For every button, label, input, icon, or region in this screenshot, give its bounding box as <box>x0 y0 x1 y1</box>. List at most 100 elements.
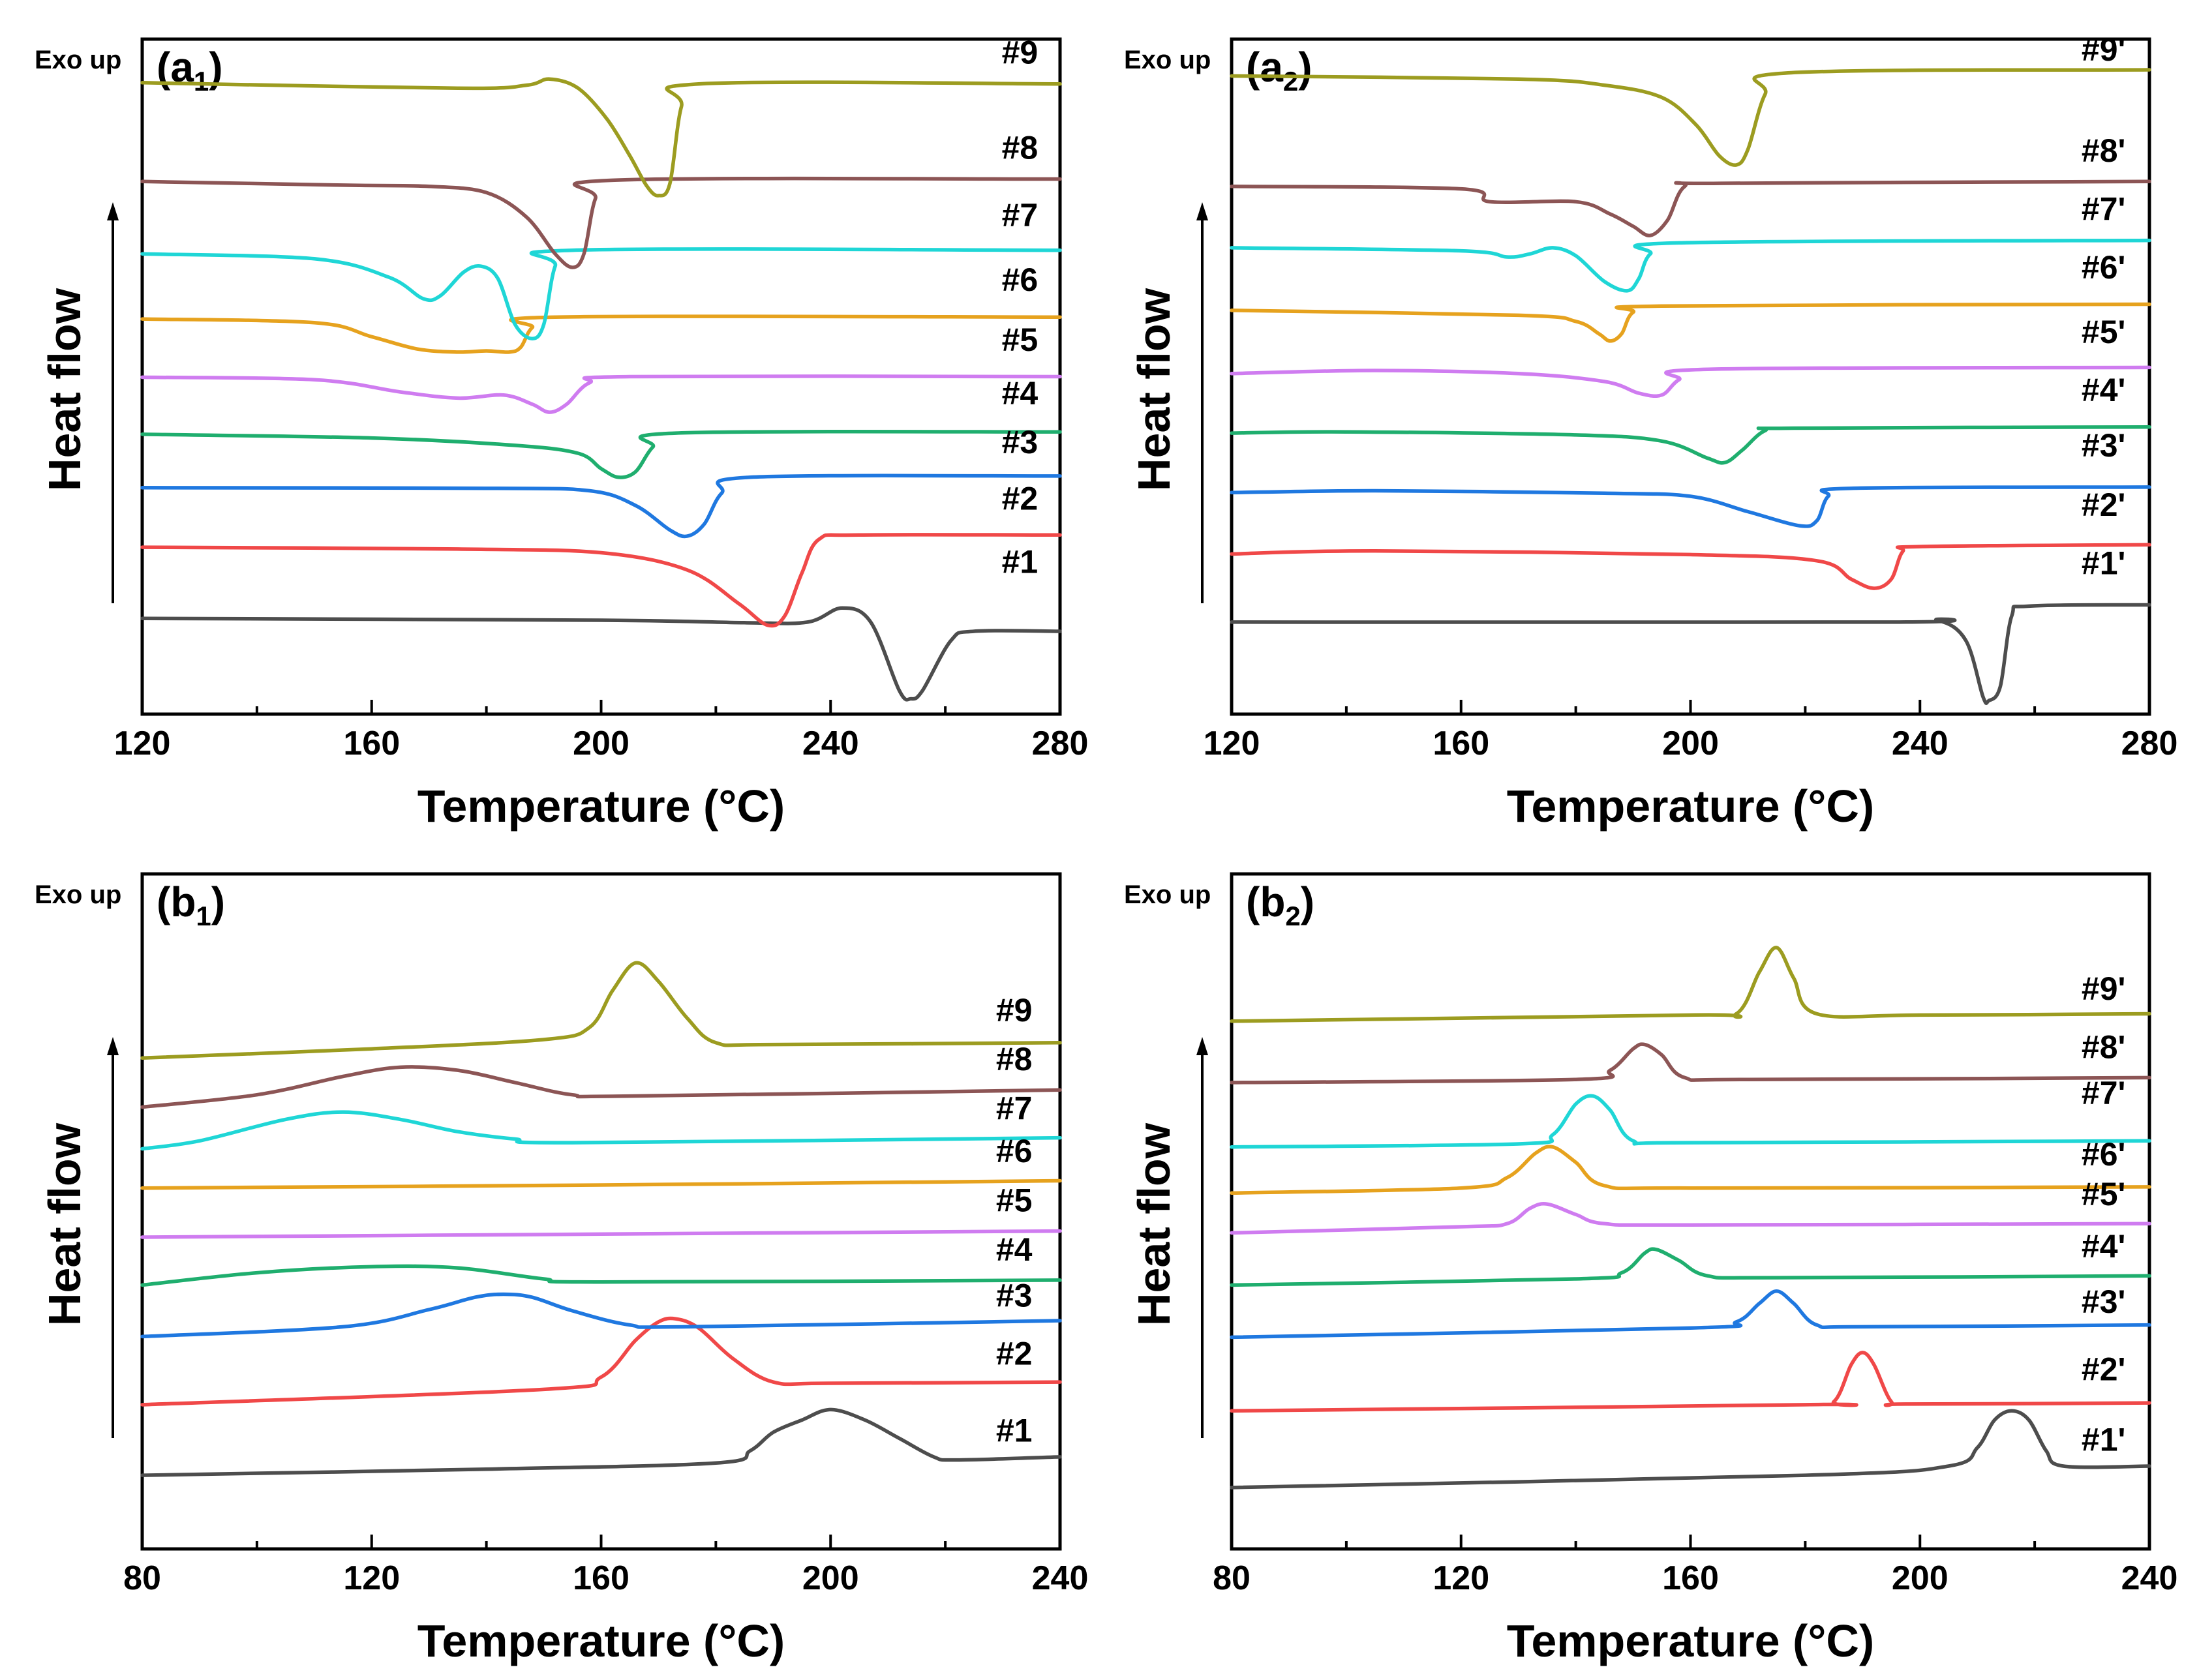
x-tick-label: 160 <box>1433 725 1489 762</box>
series-label: #1' <box>2082 1421 2126 1458</box>
series-label: #8' <box>2082 1028 2126 1065</box>
series-curve-n7p <box>1230 238 2151 293</box>
series-curve-n8 <box>140 1065 1062 1109</box>
x-tick-label: 240 <box>2121 1559 2178 1597</box>
heat-flow-arrow-icon <box>107 1037 119 1055</box>
x-tick-label: 200 <box>1662 725 1719 762</box>
x-tick-label: 240 <box>802 725 859 762</box>
series-label: #2 <box>1002 481 1039 517</box>
panel-3: 80 120 160 200 240 Temperature (°C) Heat flow E… <box>35 872 1089 1666</box>
series-curve-n7 <box>140 247 1062 340</box>
series-curve-n5 <box>140 1229 1062 1239</box>
series-label: #5 <box>996 1182 1033 1219</box>
x-tick-label: 80 <box>1213 1559 1251 1597</box>
plot-frame <box>140 872 1062 1551</box>
series-label: #6' <box>2082 1136 2126 1173</box>
series-curve-n3 <box>140 1292 1062 1339</box>
exo-up-label: Exo up <box>35 880 121 909</box>
series-label: #4 <box>1002 375 1039 412</box>
y-axis-title: Heat flow <box>39 288 90 491</box>
series-label: #3' <box>2082 1283 2126 1320</box>
series-label: #5' <box>2082 314 2126 350</box>
series-label: #6' <box>2082 249 2126 286</box>
x-tick-label: 80 <box>123 1559 161 1597</box>
x-tick-label: 120 <box>1204 725 1260 762</box>
series-curve-n5p <box>1230 1202 2151 1235</box>
series-label: #1' <box>2082 545 2126 581</box>
series-curve-n4p <box>1230 425 2151 465</box>
x-tick-label: 160 <box>1662 1559 1719 1597</box>
x-tick-label: 280 <box>2121 725 2178 762</box>
series-label: #8 <box>1002 129 1039 166</box>
series-curve-n3 <box>140 473 1062 539</box>
series-label: #3 <box>1002 424 1039 460</box>
panel-1: 120 160 200 240 280 Temperature (°C) Heat flow… <box>35 35 1088 832</box>
series-label: #7' <box>2082 1075 2126 1111</box>
exo-up-label: Exo up <box>1124 880 1211 909</box>
series-curve-n6p <box>1230 1145 2151 1195</box>
series-curve-n2p <box>1230 1351 2151 1413</box>
series-label: #1 <box>996 1412 1033 1448</box>
x-tick-label: 120 <box>1433 1559 1489 1597</box>
series-label: #4 <box>996 1231 1033 1268</box>
x-tick-label: 240 <box>1032 1559 1089 1597</box>
series-curve-n7p <box>1230 1094 2151 1149</box>
series-curve-n8p <box>1230 1042 2151 1085</box>
series-curve-n1p <box>1230 1409 2151 1490</box>
series-label: #1 <box>1002 544 1039 580</box>
series-label: #7 <box>996 1090 1033 1126</box>
series-curve-n1p <box>1230 603 2151 705</box>
x-tick-label: 160 <box>573 1559 629 1597</box>
x-tick-label: 200 <box>802 1559 859 1597</box>
x-tick-label: 120 <box>114 725 171 762</box>
panel-label: (b1) <box>157 878 225 931</box>
y-axis-title: Heat flow <box>1129 1122 1179 1326</box>
x-axis-title: Temperature (°C) <box>417 1615 785 1666</box>
y-axis-title: Heat flow <box>39 1122 90 1326</box>
y-axis-title: Heat flow <box>1129 288 1179 491</box>
series-curve-n7 <box>140 1110 1062 1151</box>
series-label: #3 <box>996 1277 1033 1313</box>
panel-label: (a1) <box>157 44 223 97</box>
panel-label: (a2) <box>1246 44 1312 97</box>
series-label: #8 <box>996 1041 1033 1077</box>
heat-flow-arrow-icon <box>1196 1037 1208 1055</box>
series-label: #9' <box>2082 31 2126 68</box>
series-label: #2' <box>2082 1351 2126 1387</box>
series-label: #6 <box>1002 262 1039 298</box>
x-axis-title: Temperature (°C) <box>1507 1615 1874 1666</box>
exo-up-label: Exo up <box>35 46 121 74</box>
series-curve-n2 <box>140 1316 1062 1407</box>
series-curve-n2 <box>140 533 1062 628</box>
panel-4: 80 120 160 200 240 Temperature (°C) Heat flow E… <box>1124 872 2178 1666</box>
series-label: #2 <box>996 1336 1033 1372</box>
series-label: #8' <box>2082 132 2126 169</box>
heat-flow-arrow-icon <box>107 202 119 220</box>
series-label: #6 <box>996 1133 1033 1169</box>
series-label: #9 <box>1002 35 1039 71</box>
series-label: #7 <box>1002 197 1039 233</box>
series-curve-n1 <box>140 1407 1062 1477</box>
series-label: #7' <box>2082 191 2126 228</box>
series-curve-n9p <box>1230 68 2151 167</box>
series-curve-n8 <box>140 176 1062 269</box>
series-curve-n4 <box>140 1264 1062 1287</box>
x-tick-label: 120 <box>343 1559 400 1597</box>
series-label: #2' <box>2082 487 2126 523</box>
x-axis-title: Temperature (°C) <box>417 781 785 832</box>
x-tick-label: 240 <box>1892 725 1949 762</box>
panel-label: (b2) <box>1246 878 1314 931</box>
series-curve-n9p <box>1230 946 2151 1023</box>
series-curve-n8p <box>1230 179 2151 237</box>
series-curve-n2p <box>1230 543 2151 590</box>
x-tick-label: 280 <box>1032 725 1089 762</box>
exo-up-label: Exo up <box>1124 46 1211 74</box>
series-curve-n6 <box>140 314 1062 354</box>
series-label: #9' <box>2082 970 2126 1007</box>
series-curve-n9 <box>140 77 1062 198</box>
series-curve-n9 <box>140 961 1062 1060</box>
series-label: #4' <box>2082 372 2126 408</box>
x-tick-label: 200 <box>1892 1559 1949 1597</box>
x-tick-label: 200 <box>573 725 629 762</box>
series-label: #5' <box>2082 1176 2126 1212</box>
